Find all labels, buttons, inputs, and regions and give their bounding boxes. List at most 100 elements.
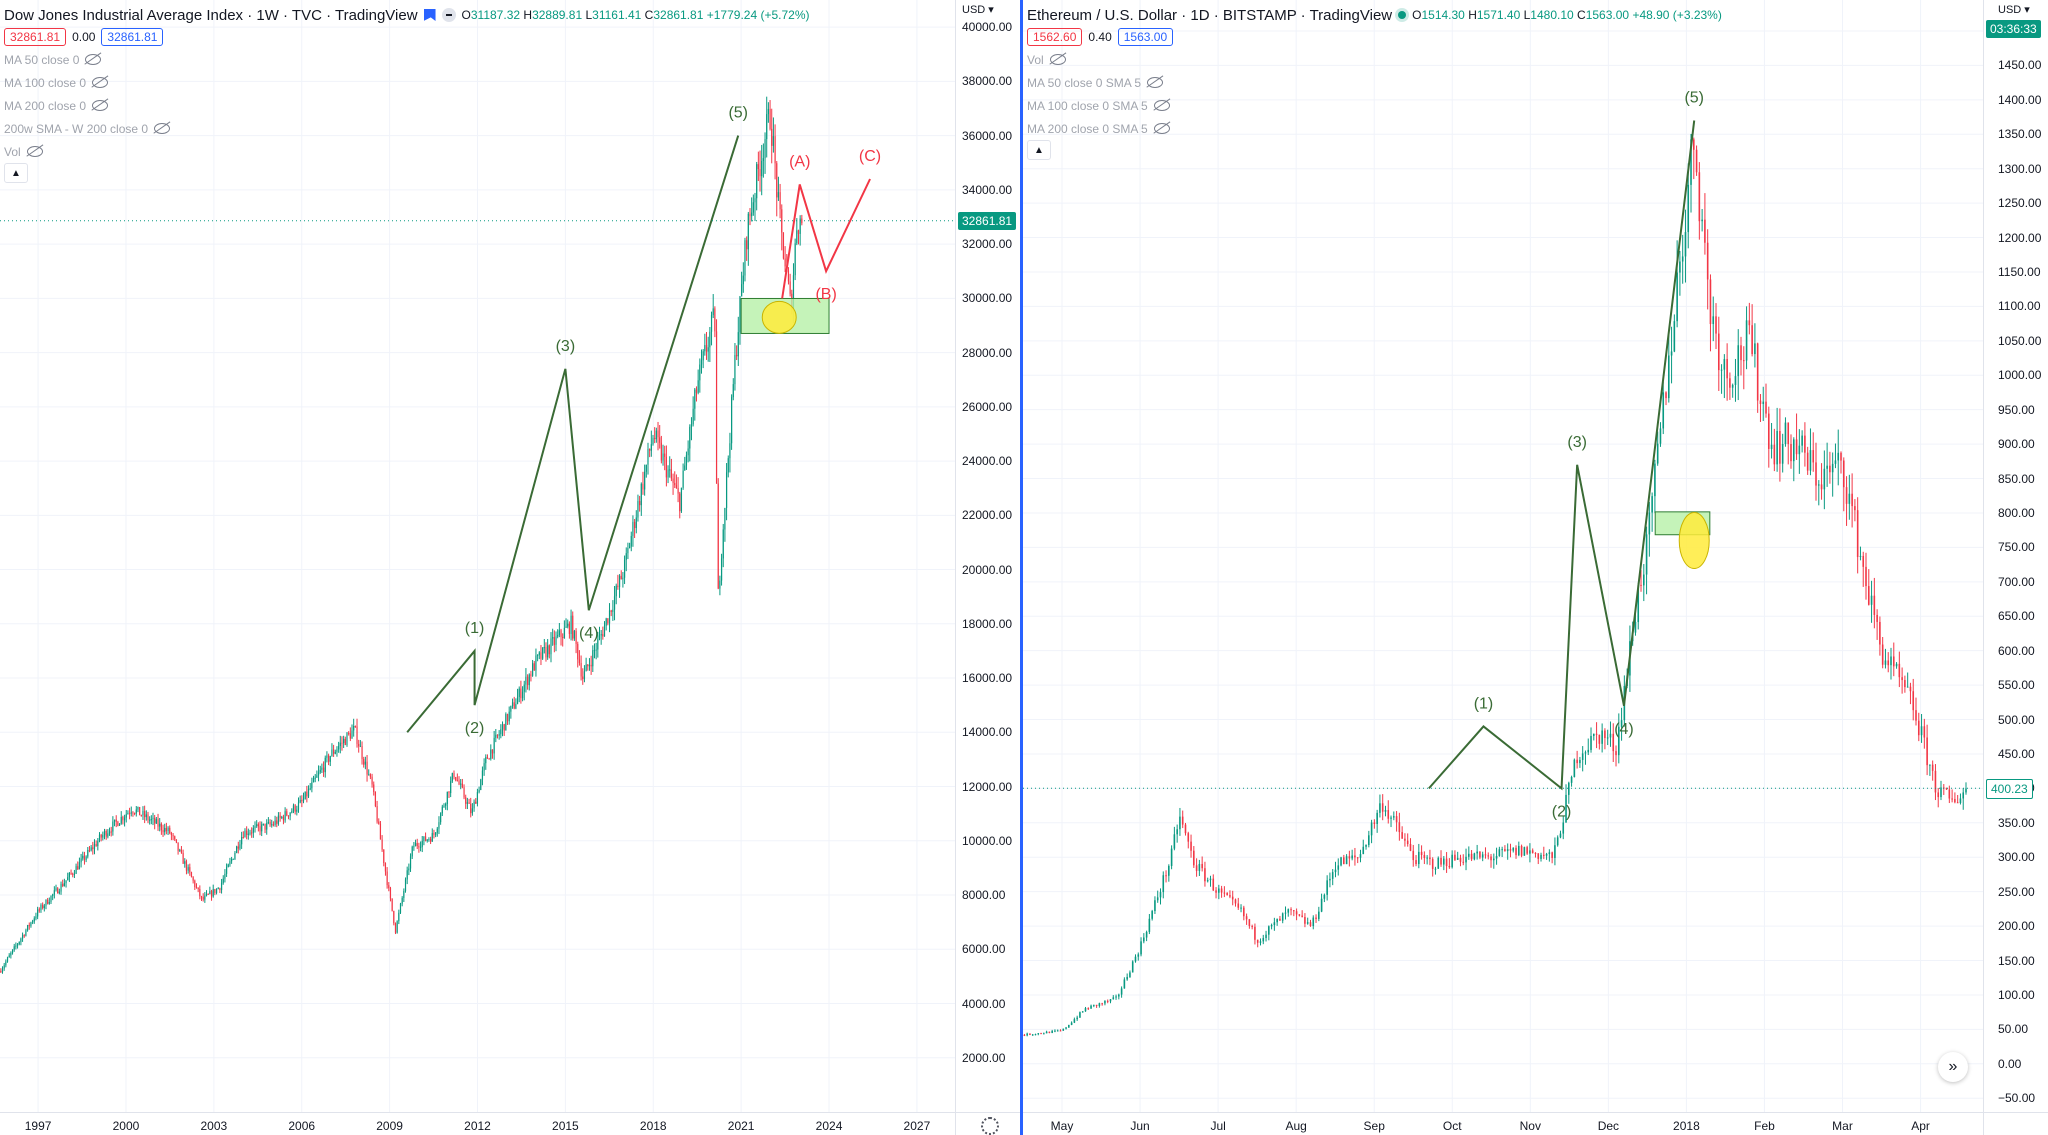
candle-body: [261, 824, 263, 832]
candle-body: [259, 826, 261, 832]
highlight-circle[interactable]: [761, 300, 797, 334]
pane-divider[interactable]: [1020, 0, 1023, 1135]
eye-off-icon[interactable]: [1147, 77, 1164, 88]
corrective-wave-line[interactable]: [781, 178, 871, 299]
indicator-ma200[interactable]: MA 200 close 0 SMA 5: [1027, 117, 1722, 140]
eye-off-icon[interactable]: [1153, 100, 1170, 111]
ethereum-chart-pane[interactable]: (1) (2) (3) (4) (5) Ethereum / U.S. Dollar ·…: [1023, 0, 2048, 1135]
indicator-ma100[interactable]: MA 100 close 0 SMA 5: [1027, 94, 1722, 117]
candle-body: [562, 636, 564, 638]
candle-body: [227, 864, 229, 868]
candle-body: [1240, 907, 1242, 909]
candle-body: [1731, 384, 1734, 388]
candle-body: [1254, 926, 1256, 940]
candle-body: [1487, 855, 1490, 857]
candle-body: [1145, 931, 1148, 938]
indicator-ma50[interactable]: MA 50 close 0: [4, 48, 810, 71]
candle-body: [1756, 343, 1759, 401]
ethereum-price-plot[interactable]: (1) (2) (3) (4) (5): [1023, 0, 1983, 1112]
collapse-legend-button[interactable]: ▲: [1027, 140, 1051, 160]
candle-body: [185, 861, 188, 871]
currency-dropdown[interactable]: USD ▾: [962, 4, 994, 16]
highlight-circle[interactable]: [1678, 512, 1710, 570]
symbol-title[interactable]: Ethereum / U.S. Dollar · 1D · BITSTAMP ·…: [1027, 6, 1393, 24]
candle-body: [789, 281, 791, 294]
candle-body: [450, 781, 452, 794]
hide-legend-icon[interactable]: [441, 8, 456, 22]
wave-label: (5): [728, 105, 748, 122]
candle-body: [42, 904, 44, 909]
eye-off-icon[interactable]: [92, 100, 109, 111]
eye-off-icon[interactable]: [1153, 123, 1170, 134]
candle-body: [1531, 850, 1534, 853]
price-tick-label: 850.00: [1998, 471, 2035, 486]
settings-corner[interactable]: [955, 1112, 1020, 1135]
eye-off-icon[interactable]: [92, 77, 109, 88]
candle-body: [715, 331, 718, 484]
candle-body: [1181, 816, 1184, 825]
price-tick-label: 6000.00: [962, 942, 1006, 957]
candle-body: [1026, 1033, 1028, 1036]
candle-body: [503, 724, 505, 731]
dow-jones-price-plot[interactable]: (1) (2) (3) (4) (5) (A) (B) (C): [0, 0, 955, 1112]
candle-body: [373, 784, 375, 792]
candle-body: [540, 652, 542, 659]
candle-body: [95, 844, 97, 847]
scroll-to-realtime-button[interactable]: »: [1938, 1052, 1968, 1082]
candle-body: [1323, 894, 1326, 899]
candle-body: [709, 331, 711, 348]
impulse-wave-line[interactable]: [406, 135, 740, 733]
indicator-ma50[interactable]: MA 50 close 0 SMA 5: [1027, 71, 1722, 94]
candle-body: [583, 671, 586, 680]
candle-body: [680, 487, 683, 512]
candle-body: [1473, 853, 1476, 860]
candle-body: [1331, 872, 1334, 879]
candle-body: [113, 819, 116, 822]
candle-body: [1137, 954, 1140, 957]
ethereum-price-scale[interactable]: USD ▾ 1500.001450.001400.001350.001300.0…: [1983, 0, 2048, 1112]
currency-dropdown[interactable]: USD ▾: [1998, 4, 2030, 16]
candle-body: [262, 823, 264, 825]
price-tick-label: 40000.00: [962, 20, 1013, 35]
collapse-legend-button[interactable]: ▲: [4, 163, 28, 183]
candle-body: [1787, 422, 1790, 445]
indicator-volume[interactable]: Vol: [1027, 48, 1722, 71]
eye-off-icon[interactable]: [85, 54, 102, 65]
candle-body: [433, 833, 435, 835]
dow-jones-chart-pane[interactable]: (1) (2) (3) (4) (5) (A) (B) (C) Dow Jones Indus…: [0, 0, 1020, 1135]
time-tick-label: Oct: [1442, 1119, 1462, 1133]
bid-price-button[interactable]: 32861.81: [4, 28, 67, 46]
symbol-title[interactable]: Dow Jones Industrial Average Index · 1W …: [4, 6, 418, 24]
ethereum-time-scale[interactable]: May Jun Jul Aug Sep Oct Nov Dec 2018 Feb Mar Apr: [1023, 1112, 1983, 1135]
eye-off-icon[interactable]: [1049, 54, 1066, 65]
indicator-ma200[interactable]: MA 200 close 0: [4, 94, 810, 117]
ask-price-button[interactable]: 1563.00: [1117, 28, 1174, 46]
bid-price-button[interactable]: 1562.60: [1027, 28, 1083, 46]
dow-jones-time-scale[interactable]: 1997 2000 2003 2006 2009 2012 2015 2018 2021 2024…: [0, 1112, 955, 1135]
candle-body: [348, 732, 350, 734]
impulse-wave-line[interactable]: [1428, 120, 1696, 791]
price-tick-label: 550.00: [1998, 678, 2035, 693]
dow-jones-price-scale[interactable]: USD ▾ 40000.00 38000.00 36000.00 34000.00 32…: [955, 0, 1020, 1112]
candle-body: [1118, 994, 1120, 997]
candle-body: [1734, 376, 1737, 385]
candle-body: [361, 746, 363, 759]
indicator-ma100[interactable]: MA 100 close 0: [4, 71, 810, 94]
indicator-volume[interactable]: Vol: [4, 140, 810, 163]
candle-body: [1040, 1033, 1042, 1035]
candle-body: [125, 814, 127, 818]
indicator-200w-sma[interactable]: 200w SMA - W 200 close 0: [4, 117, 810, 140]
candle-body: [1262, 938, 1265, 942]
candle-body: [139, 806, 141, 816]
candle-body: [491, 749, 494, 754]
eye-off-icon[interactable]: [26, 146, 43, 157]
candle-body: [1720, 369, 1723, 371]
candle-body: [580, 663, 582, 677]
candle-body: [647, 449, 649, 465]
candle-body: [1495, 855, 1498, 859]
eye-off-icon[interactable]: [154, 123, 171, 134]
candle-body: [364, 761, 366, 765]
candle-body: [424, 836, 427, 841]
settings-gear-icon[interactable]: [981, 1117, 999, 1135]
ask-price-button[interactable]: 32861.81: [101, 28, 164, 46]
